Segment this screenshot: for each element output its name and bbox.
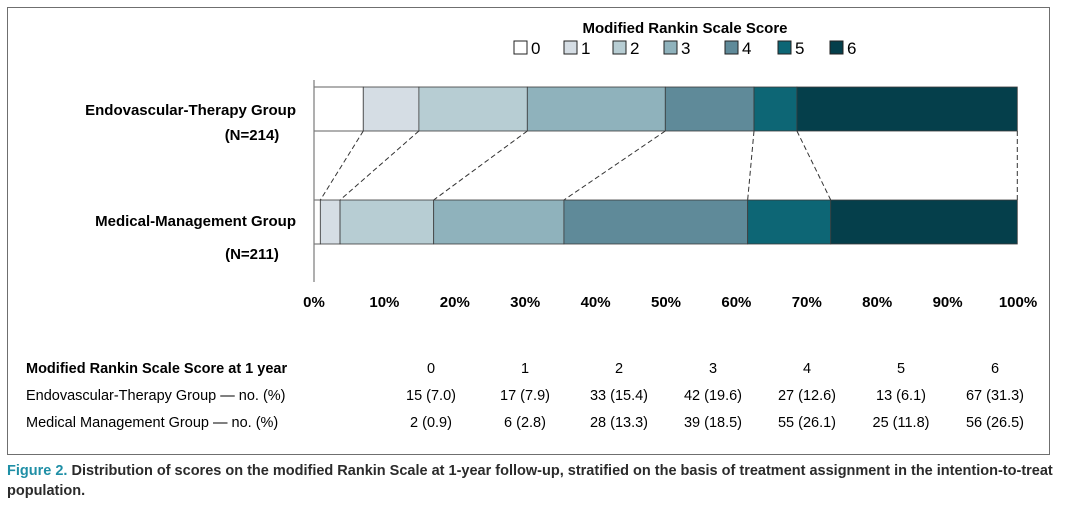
bar-segment-score-3 xyxy=(526,86,666,132)
table-cell: 0 xyxy=(426,361,436,377)
table-cell: 27 (12.6) xyxy=(777,388,837,404)
x-tick-label: 70% xyxy=(792,294,822,311)
table-cell: 6 xyxy=(990,361,1000,377)
bars xyxy=(313,86,1018,245)
table-cell: 39 (18.5) xyxy=(683,415,743,431)
bar-segment-score-5 xyxy=(753,86,798,132)
bar-segment-score-2 xyxy=(418,86,528,132)
table-cell: 2 xyxy=(614,361,624,377)
bar-segment-score-1 xyxy=(362,86,420,132)
legend-swatch-2 xyxy=(612,40,627,55)
x-tick-label: 90% xyxy=(933,294,963,311)
x-tick-label: 60% xyxy=(721,294,751,311)
bar-segment-score-0 xyxy=(313,86,364,132)
connector-line xyxy=(796,130,832,201)
x-tick-label: 40% xyxy=(581,294,611,311)
table-cell: 15 (7.0) xyxy=(406,388,456,404)
legend-label-6: 6 xyxy=(847,39,856,58)
connector-line xyxy=(339,130,420,201)
legend-label-0: 0 xyxy=(531,39,540,58)
bar-segment-score-3 xyxy=(433,199,565,245)
bar-segment-score-4 xyxy=(664,86,755,132)
connector-line xyxy=(563,130,666,201)
legend-swatch-4 xyxy=(724,40,739,55)
x-tick-label: 0% xyxy=(303,294,325,311)
group-label: Endovascular-Therapy Group xyxy=(85,102,296,119)
table-cell: 55 (26.1) xyxy=(777,415,837,431)
figure-frame xyxy=(7,7,1050,455)
x-tick-label: 50% xyxy=(651,294,681,311)
group-labels: Endovascular-Therapy Group (N=214) Medical… xyxy=(85,102,296,263)
legend-label-1: 1 xyxy=(581,39,590,58)
table-cell: 67 (31.3) xyxy=(965,388,1025,404)
legend-label-4: 4 xyxy=(742,39,751,58)
x-tick-label: 10% xyxy=(369,294,399,311)
x-tick-label: 80% xyxy=(862,294,892,311)
bar-segment-score-6 xyxy=(796,86,1018,132)
bar-segment-score-4 xyxy=(563,199,749,245)
table-cell: 1 xyxy=(520,361,530,377)
table-row-label: Medical Management Group — no. (%) xyxy=(26,415,279,431)
stacked-bar-chart: Modified Rankin Scale Score 0 1 2 3 4 5 6 Endo… xyxy=(85,20,1037,311)
group-n-label: (N=211) xyxy=(225,246,279,263)
table-cell: 2 (0.9) xyxy=(410,415,452,431)
bar-segment-score-5 xyxy=(747,199,832,245)
bar-segment-score-1 xyxy=(319,199,341,245)
group-n-label: (N=214) xyxy=(225,127,280,144)
caption-text: Distribution of scores on the modified R… xyxy=(7,463,1053,499)
table-cell: 25 (11.8) xyxy=(872,415,930,431)
legend-swatch-1 xyxy=(563,40,578,55)
legend-swatch-3 xyxy=(663,40,678,55)
connector-line xyxy=(319,130,364,201)
table-cell: 5 xyxy=(896,361,906,377)
table-cell: 4 xyxy=(802,361,812,377)
bar-segment-score-0 xyxy=(313,199,321,245)
table-cell: 6 (2.8) xyxy=(504,415,546,431)
bar-segment-score-2 xyxy=(339,199,435,245)
legend-swatch-5 xyxy=(777,40,792,55)
x-tick-label: 20% xyxy=(440,294,470,311)
table-cell: 17 (7.9) xyxy=(500,388,550,404)
x-tick-label: 30% xyxy=(510,294,540,311)
group-label: Medical-Management Group xyxy=(95,213,296,230)
table-cell: 13 (6.1) xyxy=(876,388,926,404)
legend: 0 1 2 3 4 5 6 xyxy=(513,39,856,58)
connector-line xyxy=(433,130,528,201)
table-cell: 3 xyxy=(708,361,718,377)
connector-line xyxy=(747,130,755,201)
legend-label-3: 3 xyxy=(681,39,690,58)
table-row-label: Modified Rankin Scale Score at 1 year xyxy=(26,361,288,377)
table-cell: 42 (19.6) xyxy=(683,388,743,404)
segment-connectors xyxy=(319,130,1018,201)
legend-label-2: 2 xyxy=(630,39,639,58)
table-row-label: Endovascular-Therapy Group — no. (%) xyxy=(26,388,286,404)
legend-swatch-6 xyxy=(829,40,844,55)
table-cell: 56 (26.5) xyxy=(965,415,1025,431)
x-axis-ticks: 0% 10% 20% 30% 40% 50% 60% 70% 80% 90% 100% xyxy=(303,294,1037,311)
legend-label-5: 5 xyxy=(795,39,804,58)
figure-caption: Figure 2. Distribution of scores on the … xyxy=(7,461,1067,501)
bar-segment-score-6 xyxy=(830,199,1018,245)
legend-title: Modified Rankin Scale Score xyxy=(582,20,787,37)
figure-label: Figure 2. xyxy=(7,463,68,479)
table-cell: 28 (13.3) xyxy=(589,415,649,431)
table-cell: 33 (15.4) xyxy=(589,388,649,404)
legend-swatch-0 xyxy=(513,40,528,55)
x-tick-label: 100% xyxy=(999,294,1037,311)
